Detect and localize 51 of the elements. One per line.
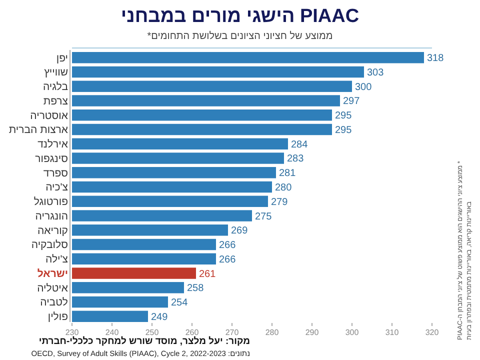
x-tick-label: 240 bbox=[105, 328, 120, 337]
y-tick-label: ישראל bbox=[37, 268, 68, 280]
y-tick-label: ספרד bbox=[43, 167, 68, 180]
y-tick-label: יפן bbox=[56, 52, 68, 64]
chart-title: הישגי מורים במבחני PIAAC bbox=[120, 6, 360, 27]
data-label: 283 bbox=[287, 154, 304, 165]
x-tick-label: 280 bbox=[265, 328, 280, 337]
x-tick-label: 320 bbox=[425, 328, 440, 337]
data-label: 279 bbox=[271, 196, 288, 208]
data-label: 269 bbox=[231, 226, 248, 237]
y-tick-label: איטליה bbox=[37, 282, 68, 294]
x-tick-label: 250 bbox=[145, 328, 160, 337]
x-tick-label: 230 bbox=[65, 328, 80, 337]
y-tick-label: שווייץ bbox=[44, 66, 68, 79]
y-tick-label: לטביה bbox=[40, 296, 68, 309]
data-label: 258 bbox=[187, 283, 204, 294]
y-tick-label: ארצות הברית bbox=[8, 124, 68, 136]
y-tick-label: סלובקיה bbox=[31, 239, 68, 252]
y-tick-label: אירלנד bbox=[38, 138, 68, 151]
data-label: 249 bbox=[151, 312, 168, 323]
data-label: 280 bbox=[275, 182, 292, 194]
y-tick-label: הונגריה bbox=[35, 210, 68, 222]
y-tick-label: סינגפור bbox=[35, 152, 68, 165]
y-tick-label: אוסטריה bbox=[30, 110, 68, 122]
y-tick-label: פורטוגל bbox=[34, 196, 68, 208]
data-label: 266 bbox=[219, 240, 236, 252]
y-tick-label: צ'ילה bbox=[46, 254, 68, 266]
x-tick-label: 270 bbox=[225, 328, 240, 337]
x-tick-label: 290 bbox=[305, 328, 320, 337]
data-label: 261 bbox=[199, 268, 216, 280]
data-label: 295 bbox=[335, 110, 352, 122]
data-label: 303 bbox=[367, 67, 384, 78]
data-label: 297 bbox=[343, 96, 360, 108]
data-label: 275 bbox=[255, 211, 272, 222]
data-label: 281 bbox=[279, 168, 296, 180]
y-tick-label: בלגיה bbox=[42, 81, 68, 94]
x-tick-label: 260 bbox=[185, 328, 200, 337]
text: מקור: יעל מלצר, מוסד שורש למחקר כלכלי-חברתי bbox=[38, 336, 250, 347]
x-tick-label: 310 bbox=[385, 328, 400, 337]
x-tick-label: 300 bbox=[345, 328, 360, 337]
y-tick-label: צ'כיה bbox=[46, 182, 68, 194]
y-tick-label: צרפת bbox=[43, 95, 68, 108]
data-label: 266 bbox=[219, 254, 236, 266]
chart-subtitle: ממוצע של חציוני הציונים בשלושת התחומים* bbox=[147, 30, 333, 42]
data-label: 295 bbox=[335, 124, 352, 136]
y-tick-label: פולין bbox=[48, 311, 68, 324]
data-label: 318 bbox=[427, 53, 444, 64]
y-tick-label: קוריאה bbox=[37, 224, 68, 237]
data-label: 254 bbox=[171, 298, 188, 309]
data-label: 300 bbox=[355, 82, 372, 93]
data-label: 284 bbox=[291, 139, 308, 150]
